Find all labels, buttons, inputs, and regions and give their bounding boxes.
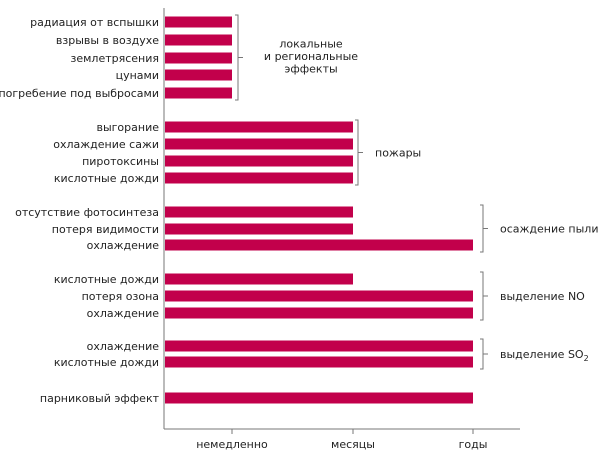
bar-label: охлаждение сажи [53,138,159,151]
bar [165,138,353,150]
bar [165,223,353,235]
bar [165,239,473,251]
bar [165,52,232,64]
bar-label: парниковый эффект [40,392,160,405]
bar [165,290,473,302]
bar-label: потеря озона [82,290,159,303]
bar-label: охлаждение [87,340,160,353]
bar-label: выгорание [96,121,159,134]
bar-label: охлаждение [87,307,160,320]
bar-label: кислотные дожди [54,356,159,369]
bar-label: отсутствие фотосинтеза [15,206,159,219]
bar-label: радиация от вспышки [30,16,159,29]
bar-label: пиротоксины [82,155,159,168]
group-bracket [355,119,363,186]
bar [165,172,353,184]
bar-label: цунами [116,69,159,82]
bar-label: потеря видимости [52,223,159,236]
group-label: выделение SO2 [500,348,589,363]
group-label: эффекты [284,63,337,76]
bar [165,121,353,133]
subscript: 2 [584,354,589,363]
bar-label: взрывы в воздухе [56,34,159,47]
group-bracket [235,14,243,101]
x-tick-label: месяцы [331,438,375,451]
bar [165,155,353,167]
bar-label: охлаждение [87,239,160,252]
group-label: осаждение пыли [500,223,598,236]
group-label: и региональные [264,50,358,63]
x-tick-label: годы [459,438,488,451]
group-bracket [480,204,488,253]
group-bracket [480,271,488,321]
bar [165,87,232,99]
bar [165,273,353,285]
bar-label: землетрясения [71,52,160,65]
bar-label: погребение под выбросами [0,87,159,100]
x-tick-label: немедленно [196,438,268,451]
group-label: пожары [375,147,421,160]
bar-label: кислотные дожди [54,172,159,185]
bar [165,34,232,46]
bar [165,307,473,319]
bar [165,206,353,218]
bar [165,69,232,81]
group-label: выделение NO [500,290,585,303]
bar [165,356,473,368]
group-label: локальные [279,38,343,51]
group-bracket [480,338,488,370]
bar [165,340,473,352]
bar [165,16,232,28]
bar [165,392,473,404]
bar-label: кислотные дожди [54,273,159,286]
